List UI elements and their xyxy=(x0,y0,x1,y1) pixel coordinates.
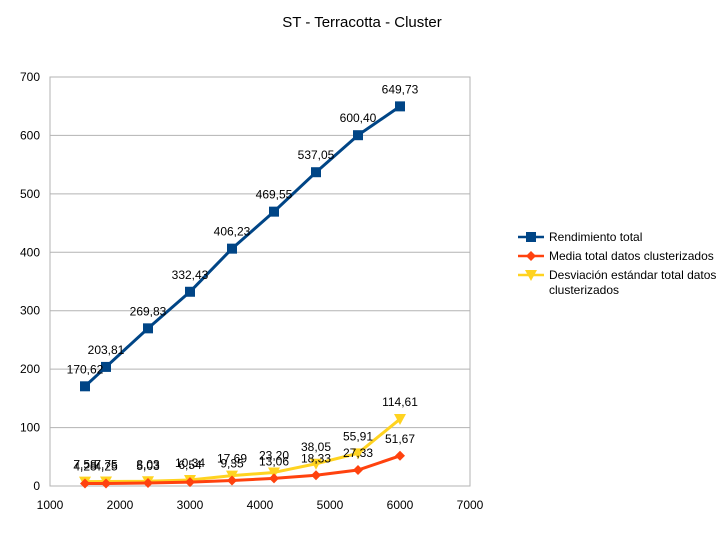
data-point-triangle xyxy=(310,458,322,470)
series-line xyxy=(83,105,401,388)
legend-label: Desviación estándar total datos xyxy=(549,268,716,282)
data-point-square xyxy=(101,361,111,372)
series-1 xyxy=(80,450,405,489)
data-label: 55,91 xyxy=(343,429,373,443)
y-tick-label: 300 xyxy=(20,304,40,318)
data-label: 6,54 xyxy=(178,458,202,472)
data-point-diamond xyxy=(227,475,237,486)
data-label: 7,75 xyxy=(94,457,118,471)
data-point-diamond xyxy=(269,473,279,484)
data-point-triangle xyxy=(352,448,364,460)
data-point-square xyxy=(311,167,321,178)
data-label: 23,20 xyxy=(259,448,289,462)
data-point-square xyxy=(269,206,279,217)
data-point-square xyxy=(353,130,363,141)
data-labels-1: 4,284,25 5,03 6,54 9,35 13,06 18,33 27,33 51,67 xyxy=(73,432,415,474)
y-tick-label: 200 xyxy=(20,362,40,376)
x-tick-label: 4000 xyxy=(247,498,274,512)
data-label: 8,03 xyxy=(136,457,160,471)
data-point-diamond xyxy=(353,465,363,476)
legend-label: Media total datos clusterizados xyxy=(549,249,714,263)
data-label: 4,25 xyxy=(94,460,118,474)
data-label: 7,58 xyxy=(73,458,97,472)
data-label: 114,61 xyxy=(382,395,418,409)
data-point-square xyxy=(143,323,153,334)
data-label: 18,33 xyxy=(301,451,331,465)
data-point-diamond xyxy=(526,251,536,261)
x-tick-label: 3000 xyxy=(177,498,204,512)
y-tick-label: 500 xyxy=(20,187,40,201)
gridlines xyxy=(50,134,470,429)
data-label: 269,83 xyxy=(130,304,167,318)
data-point-diamond xyxy=(143,478,153,489)
legend-item-1: Media total datos clusterizados xyxy=(518,249,714,263)
chart-title: ST - Terracotta - Cluster xyxy=(282,14,442,31)
y-tick-label: 400 xyxy=(20,245,40,259)
data-label: 170,62 xyxy=(67,362,104,376)
data-point-square xyxy=(80,381,90,392)
data-point-triangle xyxy=(268,467,280,479)
x-tick-label: 1000 xyxy=(37,498,64,512)
x-tick-label: 2000 xyxy=(107,498,134,512)
data-point-diamond xyxy=(80,478,90,489)
legend-label: Rendimiento total xyxy=(549,230,642,244)
axes: 0 100 200 300 400 500 600 700 1000 2000 3000 4000 50… xyxy=(20,70,484,512)
x-tick-label: 7000 xyxy=(457,498,484,512)
legend-label: clusterizados xyxy=(549,283,619,297)
data-labels-0: 170,62 203,81 269,83 332,43 406,23 469,55 537,… xyxy=(67,82,419,376)
data-label: 649,73 xyxy=(382,82,419,96)
data-label: 332,43 xyxy=(172,268,209,282)
data-label: 51,67 xyxy=(385,432,415,446)
y-tick-label: 100 xyxy=(20,421,40,435)
plot-border xyxy=(49,76,471,487)
y-tick-label: 600 xyxy=(20,128,40,142)
data-label: 203,81 xyxy=(88,343,125,357)
data-point-square xyxy=(227,243,237,254)
data-label: 5,03 xyxy=(136,459,160,473)
plot-area xyxy=(49,76,471,487)
data-label: 600,40 xyxy=(340,111,377,125)
legend-item-2: Desviación estándar total datosclusteriz… xyxy=(518,268,716,297)
x-tick-label: 6000 xyxy=(387,498,414,512)
data-point-diamond xyxy=(395,450,405,461)
data-label: 4,28 xyxy=(73,459,97,473)
series-layer: 170,62 203,81 269,83 332,43 406,23 469,55 537,… xyxy=(67,82,419,489)
data-point-triangle xyxy=(525,270,537,281)
data-label: 17,69 xyxy=(217,452,247,466)
x-tick-label: 5000 xyxy=(317,498,344,512)
data-label: 38,05 xyxy=(301,440,331,454)
data-labels-2: 7,587,75 8,03 10,34 17,69 23,20 38,05 55,91 114… xyxy=(73,395,418,472)
data-label: 9,35 xyxy=(220,457,244,471)
legend-item-0: Rendimiento total xyxy=(518,230,642,244)
series-0 xyxy=(80,101,405,392)
data-label: 469,55 xyxy=(256,188,293,202)
legend: Rendimiento total Media total datos clust… xyxy=(518,230,716,297)
data-point-square xyxy=(395,101,405,112)
data-label: 10,34 xyxy=(175,456,205,470)
y-tick-label: 700 xyxy=(20,70,40,84)
data-label: 537,05 xyxy=(298,148,335,162)
data-point-triangle xyxy=(394,414,406,426)
data-point-square xyxy=(526,232,536,242)
data-label: 27,33 xyxy=(343,446,373,460)
y-tick-label: 0 xyxy=(33,479,40,493)
data-point-diamond xyxy=(311,470,321,481)
data-label: 13,06 xyxy=(259,454,289,468)
data-label: 406,23 xyxy=(214,225,251,239)
data-point-diamond xyxy=(185,477,195,488)
data-point-square xyxy=(185,286,195,297)
data-point-diamond xyxy=(101,478,111,489)
